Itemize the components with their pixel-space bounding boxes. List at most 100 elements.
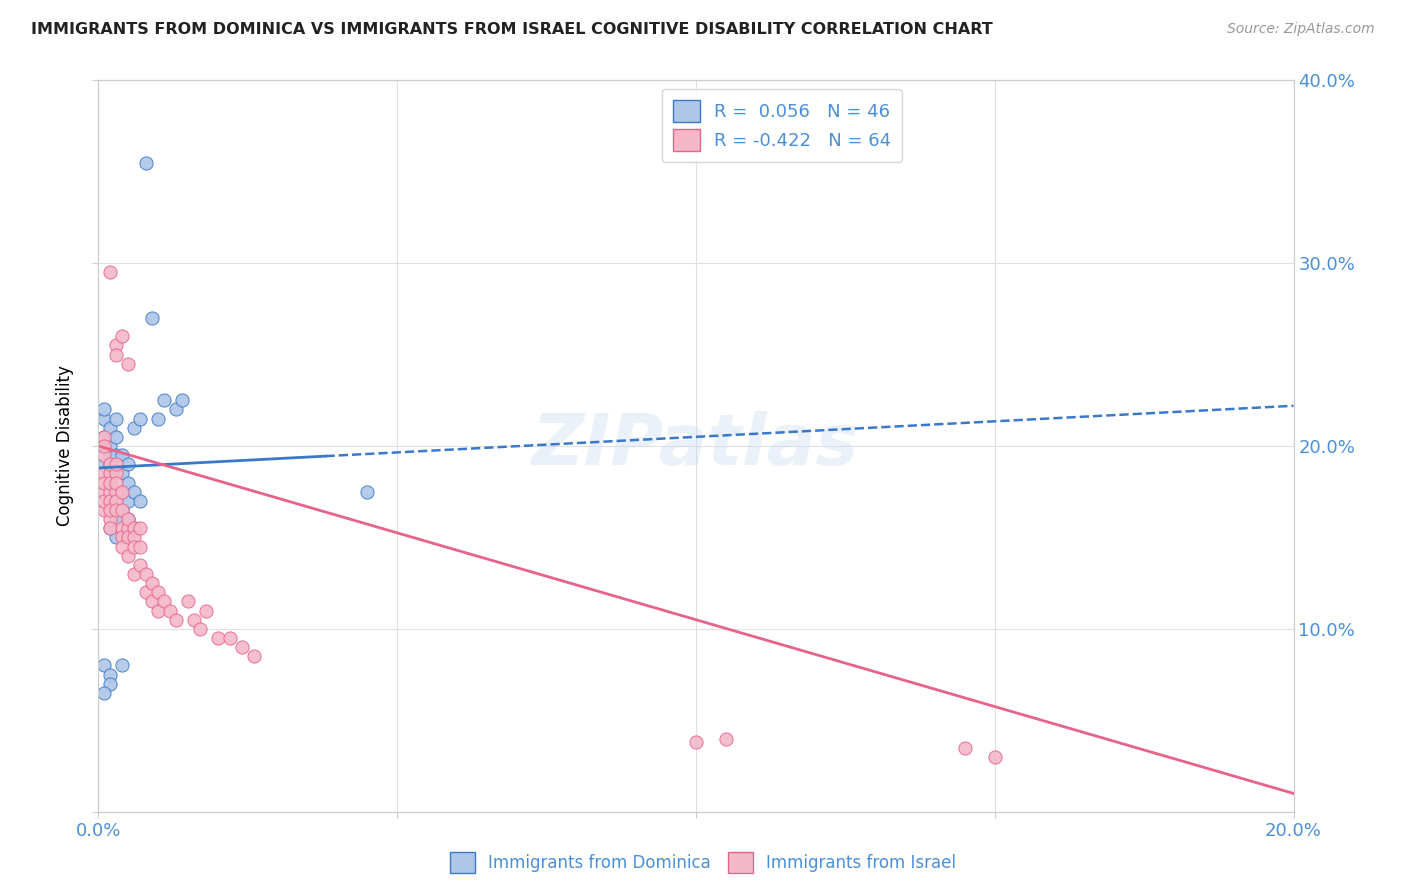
Point bbox=[93, 430, 115, 444]
Point bbox=[124, 521, 146, 535]
Point bbox=[231, 640, 253, 655]
Point bbox=[135, 155, 157, 169]
Point bbox=[111, 658, 134, 673]
Legend: R =  0.056   N = 46, R = -0.422   N = 64: R = 0.056 N = 46, R = -0.422 N = 64 bbox=[662, 89, 903, 162]
Point bbox=[105, 457, 128, 471]
Point bbox=[188, 622, 211, 636]
Point bbox=[98, 457, 122, 471]
Point bbox=[153, 594, 176, 608]
Point bbox=[117, 521, 139, 535]
Point bbox=[135, 567, 157, 582]
Point bbox=[141, 594, 163, 608]
Point bbox=[124, 567, 146, 582]
Point bbox=[98, 521, 122, 535]
Point bbox=[105, 448, 128, 462]
Point bbox=[105, 503, 128, 517]
Point bbox=[93, 439, 115, 453]
Point bbox=[111, 467, 134, 481]
Point bbox=[98, 484, 122, 499]
Point bbox=[98, 467, 122, 481]
Point bbox=[93, 494, 115, 508]
Text: ZIPatlas: ZIPatlas bbox=[533, 411, 859, 481]
Point bbox=[219, 631, 242, 645]
Point bbox=[111, 448, 134, 462]
Point bbox=[141, 310, 163, 325]
Point bbox=[124, 540, 146, 554]
Point bbox=[124, 484, 146, 499]
Point bbox=[207, 631, 229, 645]
Point bbox=[98, 475, 122, 490]
Point bbox=[183, 613, 205, 627]
Point bbox=[105, 494, 128, 508]
Point bbox=[105, 512, 128, 526]
Point bbox=[105, 484, 128, 499]
Point bbox=[105, 411, 128, 425]
Point bbox=[98, 503, 122, 517]
Point bbox=[98, 457, 122, 471]
Point bbox=[685, 735, 707, 749]
Point bbox=[117, 475, 139, 490]
Point bbox=[105, 430, 128, 444]
Point bbox=[129, 521, 152, 535]
Point bbox=[93, 686, 115, 700]
Point bbox=[98, 448, 122, 462]
Point bbox=[159, 603, 181, 617]
Point bbox=[93, 448, 115, 462]
Point bbox=[93, 475, 115, 490]
Point bbox=[195, 603, 218, 617]
Point bbox=[111, 503, 134, 517]
Point bbox=[93, 430, 115, 444]
Point bbox=[117, 530, 139, 544]
Point bbox=[111, 503, 134, 517]
Text: Source: ZipAtlas.com: Source: ZipAtlas.com bbox=[1227, 22, 1375, 37]
Point bbox=[105, 475, 128, 490]
Point bbox=[172, 393, 194, 408]
Point bbox=[124, 530, 146, 544]
Point bbox=[98, 494, 122, 508]
Point bbox=[117, 512, 139, 526]
Point bbox=[135, 585, 157, 599]
Y-axis label: Cognitive Disability: Cognitive Disability bbox=[56, 366, 75, 526]
Point bbox=[93, 411, 115, 425]
Point bbox=[117, 549, 139, 563]
Point bbox=[356, 484, 378, 499]
Point bbox=[117, 357, 139, 371]
Point bbox=[117, 494, 139, 508]
Point bbox=[124, 421, 146, 435]
Point bbox=[93, 484, 115, 499]
Point bbox=[129, 540, 152, 554]
Point bbox=[165, 613, 187, 627]
Point bbox=[117, 457, 139, 471]
Point bbox=[148, 411, 170, 425]
Point bbox=[93, 503, 115, 517]
Point bbox=[105, 467, 128, 481]
Point bbox=[98, 484, 122, 499]
Point bbox=[93, 457, 115, 471]
Point bbox=[98, 521, 122, 535]
Point bbox=[98, 512, 122, 526]
Point bbox=[129, 411, 152, 425]
Point bbox=[98, 421, 122, 435]
Point bbox=[93, 402, 115, 417]
Point bbox=[984, 749, 1007, 764]
Point bbox=[105, 494, 128, 508]
Point bbox=[98, 439, 122, 453]
Point bbox=[98, 676, 122, 690]
Point bbox=[98, 467, 122, 481]
Point bbox=[165, 402, 187, 417]
Point bbox=[243, 649, 266, 664]
Point bbox=[98, 475, 122, 490]
Point bbox=[93, 658, 115, 673]
Point bbox=[148, 585, 170, 599]
Point bbox=[148, 603, 170, 617]
Point bbox=[177, 594, 200, 608]
Point bbox=[105, 347, 128, 362]
Point bbox=[111, 329, 134, 343]
Point bbox=[111, 484, 134, 499]
Point bbox=[141, 576, 163, 591]
Point bbox=[105, 338, 128, 352]
Point bbox=[111, 521, 134, 535]
Point bbox=[153, 393, 176, 408]
Point bbox=[124, 521, 146, 535]
Point bbox=[105, 530, 128, 544]
